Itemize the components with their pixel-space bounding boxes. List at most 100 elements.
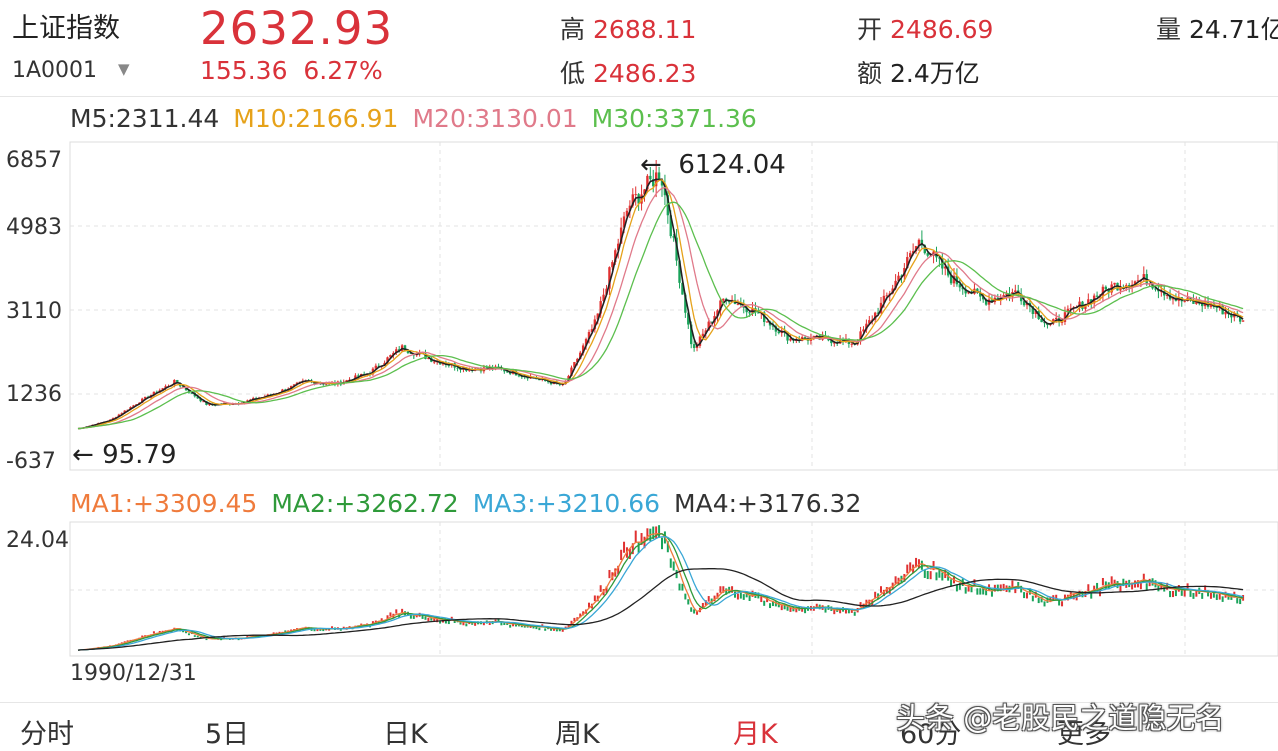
tab-6[interactable]: 60分	[900, 719, 962, 750]
volume-panel-frame	[69, 521, 1278, 657]
candle-body	[1040, 319, 1043, 323]
candle-body	[999, 298, 1002, 300]
candle-body	[202, 401, 205, 403]
candle-body	[748, 312, 751, 314]
candle-body	[707, 321, 710, 331]
high-stat: 高 2688.11	[560, 10, 696, 46]
watermark: 头条 @老股民之道隐无名	[896, 701, 1225, 735]
candle-body	[727, 301, 731, 303]
candle-body	[593, 319, 597, 330]
candle-body	[602, 294, 605, 302]
y-tick-label: 6857	[6, 148, 62, 173]
candle-body	[132, 405, 135, 408]
candle-body	[660, 179, 664, 186]
candle-body	[952, 275, 956, 284]
current-price: 2632.93	[200, 2, 394, 55]
candle-body	[1142, 274, 1145, 280]
change-percent: 6.27%	[303, 56, 383, 85]
candle-body	[1171, 297, 1175, 300]
candle-body	[923, 245, 926, 254]
candle-body	[584, 338, 588, 346]
candle-body	[984, 299, 988, 305]
candle-body	[909, 253, 912, 258]
candle-body	[944, 266, 947, 269]
candle-body	[152, 391, 156, 396]
candle-body	[389, 355, 392, 358]
volume-ma-line-4	[77, 568, 1244, 651]
candle-body	[628, 205, 632, 211]
candle-body	[961, 287, 964, 290]
y-tick-label: -637	[6, 449, 56, 474]
candle-body	[663, 185, 667, 196]
amount-label: 额	[857, 59, 883, 88]
candle-body	[926, 253, 929, 256]
candle-body	[949, 275, 953, 284]
candle-body	[803, 337, 807, 339]
candle-body	[701, 333, 705, 337]
chevron-down-icon[interactable]: ▼	[118, 60, 130, 78]
low-value: 2486.23	[593, 59, 697, 88]
candle-body	[862, 329, 865, 332]
peak-annotation: ← 6124.04	[640, 150, 786, 180]
candle-body	[1095, 295, 1099, 297]
candle-body	[672, 236, 675, 238]
candle-body	[914, 246, 918, 252]
candle-body	[596, 313, 599, 320]
tab-4[interactable]: 周K	[555, 719, 600, 750]
candle-body	[996, 297, 999, 299]
candle-body	[587, 332, 591, 339]
candle-body	[911, 251, 915, 254]
candle-body	[392, 352, 395, 356]
candle-body	[1025, 303, 1029, 306]
candle-body	[581, 345, 585, 353]
candle-body	[1119, 287, 1122, 291]
ma-legend-item-1: M5:2311.44	[70, 104, 220, 133]
candle-body	[681, 282, 684, 295]
candle-body	[570, 367, 573, 376]
candle-body	[631, 194, 634, 206]
kline-chart[interactable]	[0, 0, 1278, 700]
y-tick-label: 4983	[6, 215, 62, 240]
candle-body	[976, 288, 979, 293]
tab-5[interactable]: 月K	[733, 719, 778, 750]
candle-body	[786, 331, 789, 341]
candle-body	[757, 312, 760, 314]
candle-body	[634, 194, 637, 196]
candle-body	[765, 321, 769, 323]
index-code[interactable]: 1A0001	[12, 58, 98, 83]
candle-body	[441, 363, 445, 365]
candle-body	[1069, 308, 1072, 310]
candle-body	[640, 194, 643, 204]
candle-body	[967, 291, 970, 294]
candle-body	[456, 367, 459, 369]
candle-body	[608, 267, 611, 289]
tab-1[interactable]: 分时	[20, 719, 74, 750]
tab-2[interactable]: 5日	[205, 719, 250, 750]
candle-body	[719, 300, 722, 311]
candle-body	[722, 298, 725, 301]
ma-legend-main: M5:2311.44 M10:2166.91 M20:3130.01 M30:3371…	[70, 104, 771, 133]
candle-body	[345, 380, 348, 383]
candle-body	[669, 215, 672, 237]
candle-body	[1066, 308, 1070, 313]
tab-7[interactable]: 更多	[1057, 719, 1111, 750]
candle-body	[637, 194, 640, 204]
volume-y-tick-label: 24.04	[6, 528, 69, 553]
price-change: 155.36 6.27%	[200, 56, 383, 85]
candle-body	[181, 386, 185, 388]
candle-body	[1215, 306, 1218, 309]
candle-body	[208, 404, 211, 406]
arrow-left-icon: ←	[72, 440, 94, 470]
candle-body	[567, 375, 570, 381]
candle-body	[506, 371, 509, 373]
candle-body	[1230, 314, 1233, 318]
candle-body	[900, 275, 903, 277]
candle-body	[161, 388, 164, 391]
candle-body	[292, 384, 296, 386]
open-stat: 开 2486.69	[857, 10, 993, 46]
candle-body	[789, 338, 792, 341]
candle-body	[873, 312, 877, 320]
candle-body	[868, 320, 871, 324]
candle-body	[1183, 301, 1186, 303]
tab-3[interactable]: 日K	[383, 719, 428, 750]
